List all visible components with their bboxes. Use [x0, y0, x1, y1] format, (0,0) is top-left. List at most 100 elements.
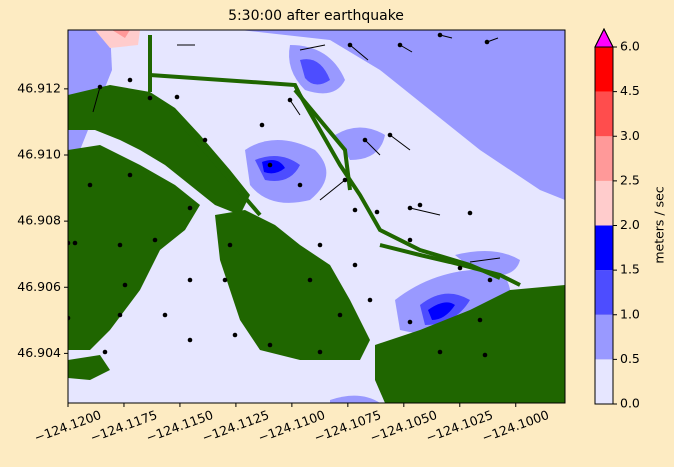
gauge-point: [222, 277, 228, 283]
colorbar-band: [595, 359, 613, 404]
colorbar-band: [595, 47, 613, 92]
flow-contour: [240, 30, 565, 200]
flow-contour: [330, 395, 380, 403]
gauge-point: [307, 277, 313, 283]
gauge-point: [297, 182, 303, 188]
gauge-point: [152, 237, 158, 243]
colorbar-tick-label: 0.5: [620, 351, 640, 366]
colorbar-band: [595, 225, 613, 271]
velocity-arrow: [389, 134, 411, 151]
colorbar-tick-label: 2.5: [620, 172, 640, 187]
gauge-point: [267, 342, 273, 348]
gauge-point: [259, 122, 265, 128]
gauge-point: [457, 265, 463, 271]
velocity-arrow: [399, 44, 413, 53]
land: [375, 285, 565, 403]
gauge-point: [477, 317, 483, 323]
gauge-point: [482, 352, 488, 358]
gauge-point: [267, 162, 273, 168]
colorbar-frame: [594, 27, 614, 405]
land: [68, 85, 250, 215]
gauge-point: [352, 207, 358, 213]
chart-title: 5:30:00 after earthquake: [228, 8, 404, 24]
y-tick-label: 46.910: [17, 146, 61, 161]
land-strip: [149, 73, 501, 280]
gauge-point: [407, 237, 413, 243]
gauge-point: [147, 95, 153, 101]
flow-contour: [112, 30, 130, 38]
gauge-point: [227, 242, 233, 248]
gauge-point: [162, 312, 168, 318]
gauge-point: [232, 332, 238, 338]
colorbar-extension: [594, 27, 614, 48]
colorbar-tick-label: 4.5: [620, 83, 640, 98]
gauge-point: [87, 182, 93, 188]
velocity-arrow: [299, 44, 326, 51]
y-tick-label: 46.908: [17, 213, 61, 228]
gauge-point: [127, 77, 133, 83]
flow-contour: [95, 30, 140, 48]
gauge-point: [487, 277, 493, 283]
colorbar-band: [595, 91, 613, 137]
gauge-point: [187, 337, 193, 343]
map-area: [68, 30, 565, 403]
gauge-point: [367, 297, 373, 303]
plot-frame: [67, 29, 566, 404]
colorbar-band: [595, 136, 613, 181]
gauge-point: [202, 137, 208, 143]
y-tick-label: 46.912: [17, 80, 61, 95]
gauge-point: [467, 210, 473, 216]
colorbar-tick-label: 2.0: [620, 217, 640, 232]
velocity-arrow: [349, 44, 369, 61]
velocity-arrow: [439, 34, 453, 39]
velocity-arrow: [486, 37, 499, 43]
colorbar-tick-label: 0.0: [620, 396, 640, 411]
gauge-point: [187, 277, 193, 283]
velocity-arrow: [319, 179, 346, 201]
y-tick-label: 46.904: [17, 345, 61, 360]
gauge-point: [437, 349, 443, 355]
gauge-point: [122, 282, 128, 288]
land-strip: [379, 243, 521, 287]
gauge-point: [117, 312, 123, 318]
velocity-arrow: [364, 139, 381, 156]
gauge-point: [102, 349, 108, 355]
velocity-arrow: [92, 86, 101, 113]
land: [68, 355, 110, 380]
velocity-arrow: [469, 257, 501, 263]
colorbar-tick-label: 1.5: [620, 262, 640, 277]
y-tick-label: 46.906: [17, 279, 61, 294]
land-strip: [168, 108, 262, 217]
colorbar-band: [595, 270, 613, 315]
land: [68, 145, 200, 350]
colorbar-band: [595, 314, 613, 360]
colorbar-tick-label: 6.0: [620, 39, 640, 54]
gauge-point: [417, 202, 423, 208]
gauge-point: [68, 315, 71, 321]
flow-contour: [335, 127, 385, 160]
colorbar-tick-label: 3.0: [620, 128, 640, 143]
gauge-point: [72, 240, 78, 246]
gauge-point: [352, 262, 358, 268]
gauge-point: [68, 240, 71, 246]
colorbar-label: meters / sec: [652, 186, 667, 263]
flow-contour: [428, 302, 455, 320]
gauge-point: [187, 205, 193, 211]
gauge-point: [407, 319, 413, 325]
flow-contour: [300, 59, 330, 85]
gauge-point: [127, 172, 133, 178]
gauge-point: [317, 349, 323, 355]
gauge-point: [337, 312, 343, 318]
land: [215, 210, 370, 360]
flow-contour: [262, 160, 285, 174]
colorbar-tick-label: 1.0: [620, 306, 640, 321]
velocity-arrow: [409, 207, 441, 216]
colorbar-band: [595, 180, 613, 226]
flow-contour: [455, 251, 520, 276]
gauge-point: [174, 94, 180, 100]
gauge-point: [117, 242, 123, 248]
gauge-point: [374, 209, 380, 215]
gauge-point: [317, 242, 323, 248]
